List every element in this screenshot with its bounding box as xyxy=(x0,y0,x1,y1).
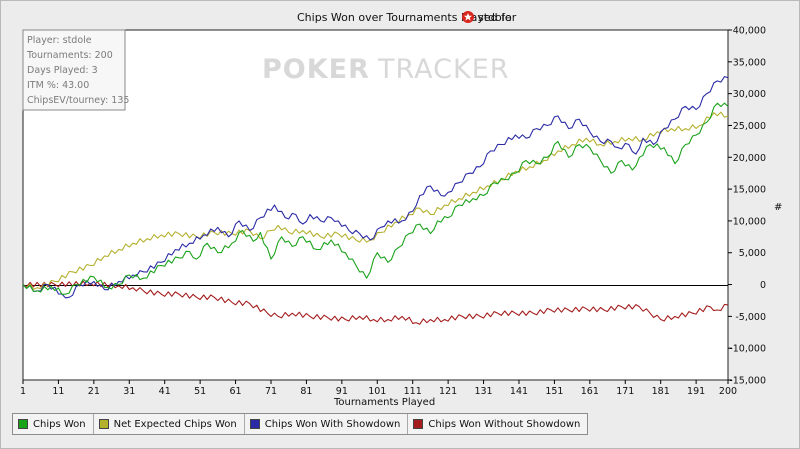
plot-area xyxy=(22,29,729,381)
y-tick-label: 35,000 xyxy=(733,57,766,68)
y-tick-label: 30,000 xyxy=(733,89,766,100)
x-tick-label: 101 xyxy=(368,386,386,397)
legend-label-with-showdown: Chips Won With Showdown xyxy=(264,418,401,430)
legend: Chips Won Net Expected Chips Won Chips W… xyxy=(12,413,589,435)
info-box-panel xyxy=(22,29,126,111)
legend-swatch-chips-won xyxy=(18,419,28,429)
series-line-chips-won-without-showdown xyxy=(22,280,729,325)
x-tick-label: 51 xyxy=(194,386,206,397)
legend-label-chips-won: Chips Won xyxy=(33,418,86,430)
x-tick-label: 200 xyxy=(719,386,737,397)
legend-swatch-net-expected xyxy=(98,419,109,429)
legend-item-chips-won[interactable]: Chips Won xyxy=(13,414,94,434)
series-line-chips-won-with-showdown xyxy=(22,76,729,299)
x-tick-label: 131 xyxy=(474,386,492,397)
info-itm: ITM %: 43.00 xyxy=(27,80,89,91)
y-axis-ticks: 40,000 35,000 30,000 25,000 20,000 15,000 10,0… xyxy=(728,26,766,387)
y-tick-label: 15,000 xyxy=(733,185,766,196)
x-tick-label: 151 xyxy=(545,386,563,397)
y-tick-label: 5,000 xyxy=(739,248,766,259)
info-box: Player: stdole Tournaments: 200 Days Pla… xyxy=(22,29,129,111)
series-line-net-expected-chips-won xyxy=(22,111,729,290)
x-tick-label: 191 xyxy=(687,386,705,397)
info-days-played: Days Played: 3 xyxy=(27,65,98,76)
y-axis-title: # xyxy=(774,202,782,213)
legend-label-without-showdown: Chips Won Without Showdown xyxy=(428,418,581,430)
x-tick-label: 31 xyxy=(123,386,135,397)
legend-label-net-expected: Net Expected Chips Won xyxy=(113,418,237,430)
x-tick-label: 81 xyxy=(300,386,312,397)
watermark-tracker: TRACKER xyxy=(377,54,510,85)
info-chips-ev: ChipsEV/tourney: 135 xyxy=(27,95,129,106)
pokerstars-icon xyxy=(462,11,474,23)
watermark-poker: POKER xyxy=(262,54,370,85)
x-tick-label: 171 xyxy=(616,386,634,397)
legend-item-net-expected[interactable]: Net Expected Chips Won xyxy=(94,414,245,434)
y-tick-label: 0 xyxy=(760,280,766,291)
x-tick-label: 141 xyxy=(510,386,528,397)
x-tick-label: 61 xyxy=(230,386,242,397)
y-tick-label: 20,000 xyxy=(733,153,766,164)
y-tick-label: 40,000 xyxy=(733,26,766,37)
x-tick-label: 21 xyxy=(88,386,100,397)
x-tick-label: 121 xyxy=(439,386,457,397)
y-tick-label: 10,000 xyxy=(733,216,766,227)
x-tick-label: 1 xyxy=(20,386,26,397)
chart-title-text: Chips Won over Tournaments Played for xyxy=(297,11,517,24)
y-tick-label: -10,000 xyxy=(729,344,766,355)
y-tick-label: -15,000 xyxy=(729,376,766,387)
info-tournaments: Tournaments: 200 xyxy=(26,50,113,61)
legend-item-with-showdown[interactable]: Chips Won With Showdown xyxy=(245,414,409,434)
x-tick-label: 11 xyxy=(52,386,64,397)
legend-item-without-showdown[interactable]: Chips Won Without Showdown xyxy=(408,414,587,434)
watermark: POKER TRACKER xyxy=(262,54,510,85)
x-tick-label: 71 xyxy=(265,386,277,397)
x-tick-label: 181 xyxy=(652,386,670,397)
chart-title: Chips Won over Tournaments Played for st… xyxy=(297,11,517,24)
legend-swatch-with-showdown xyxy=(249,419,260,429)
info-player: Player: stdole xyxy=(27,35,92,46)
x-tick-label: 111 xyxy=(404,386,422,397)
chart-title-player: stdole xyxy=(478,11,512,24)
series-line-chips-won xyxy=(22,102,729,295)
y-tick-label: -5,000 xyxy=(735,312,766,323)
series-layer xyxy=(22,76,729,325)
legend-swatch-without-showdown xyxy=(413,419,424,429)
y-tick-label: 25,000 xyxy=(733,121,766,132)
x-axis-ticks: 1 11 21 31 41 51 61 71 81 91 101 111 121 131 141 151 161… xyxy=(20,380,737,397)
x-tick-label: 91 xyxy=(336,386,348,397)
x-tick-label: 161 xyxy=(581,386,599,397)
x-axis-title: Tournaments Played xyxy=(333,397,435,408)
x-tick-label: 41 xyxy=(159,386,171,397)
